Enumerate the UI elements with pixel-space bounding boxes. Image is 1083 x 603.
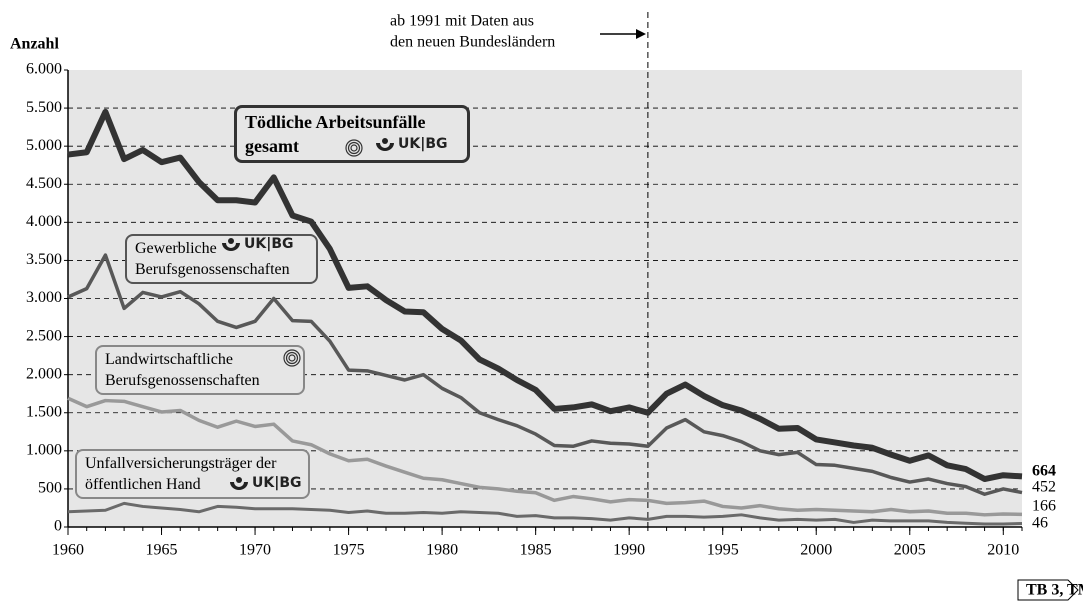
y-tick-label: 1.000 <box>26 442 62 459</box>
badge-shape <box>1017 579 1079 601</box>
x-tick-label: 1975 <box>333 542 365 559</box>
series-line <box>67 108 1023 483</box>
series-label: Tödliche Arbeitsunfälle gesamt <box>234 105 470 163</box>
annotation-arrowhead <box>636 29 646 39</box>
series-label: Landwirtschaftliche Berufsgenossenschaft… <box>95 345 305 395</box>
y-tick-label: 3.500 <box>26 251 62 268</box>
x-tick-label: 1970 <box>239 542 271 559</box>
series-label: Unfallversicherungsträger der öffentlich… <box>75 449 310 499</box>
badge: TB 3, TM 2 <box>1026 582 1083 599</box>
end-value-label: 452 <box>1032 479 1056 496</box>
y-tick-label: 500 <box>38 480 62 497</box>
series-line <box>67 396 1023 517</box>
series-line <box>67 253 1023 496</box>
series-line <box>67 501 1023 526</box>
end-value-label: 664 <box>1032 463 1056 480</box>
x-tick-label: 1980 <box>426 542 458 559</box>
x-tick-label: 1985 <box>520 542 552 559</box>
x-tick-label: 1990 <box>613 542 645 559</box>
y-tick-label: 1.500 <box>26 403 62 420</box>
annotation-text: den neuen Bundesländern <box>390 34 555 51</box>
x-tick-label: 2000 <box>800 542 832 559</box>
y-tick-label: 5.000 <box>26 137 62 154</box>
x-tick-label: 1995 <box>707 542 739 559</box>
y-tick-label: 2.500 <box>26 327 62 344</box>
series-label: Gewerbliche Berufsgenossenschaften <box>125 234 318 284</box>
x-tick-label: 1965 <box>146 542 178 559</box>
end-value-label: 46 <box>1032 515 1048 532</box>
y-tick-label: 5.500 <box>26 99 62 116</box>
x-tick-label: 2005 <box>894 542 926 559</box>
y-axis-label: Anzahl <box>10 36 59 53</box>
y-tick-label: 0 <box>54 518 62 535</box>
y-tick-label: 4.000 <box>26 213 62 230</box>
x-tick-label: 1960 <box>52 542 84 559</box>
x-tick-label: 2010 <box>987 542 1019 559</box>
y-tick-label: 4.500 <box>26 175 62 192</box>
annotation-text: ab 1991 mit Daten aus <box>390 13 534 30</box>
y-tick-label: 3.000 <box>26 289 62 306</box>
y-tick-label: 2.000 <box>26 365 62 382</box>
end-value-label: 166 <box>1032 498 1056 515</box>
y-tick-label: 6.000 <box>26 61 62 78</box>
